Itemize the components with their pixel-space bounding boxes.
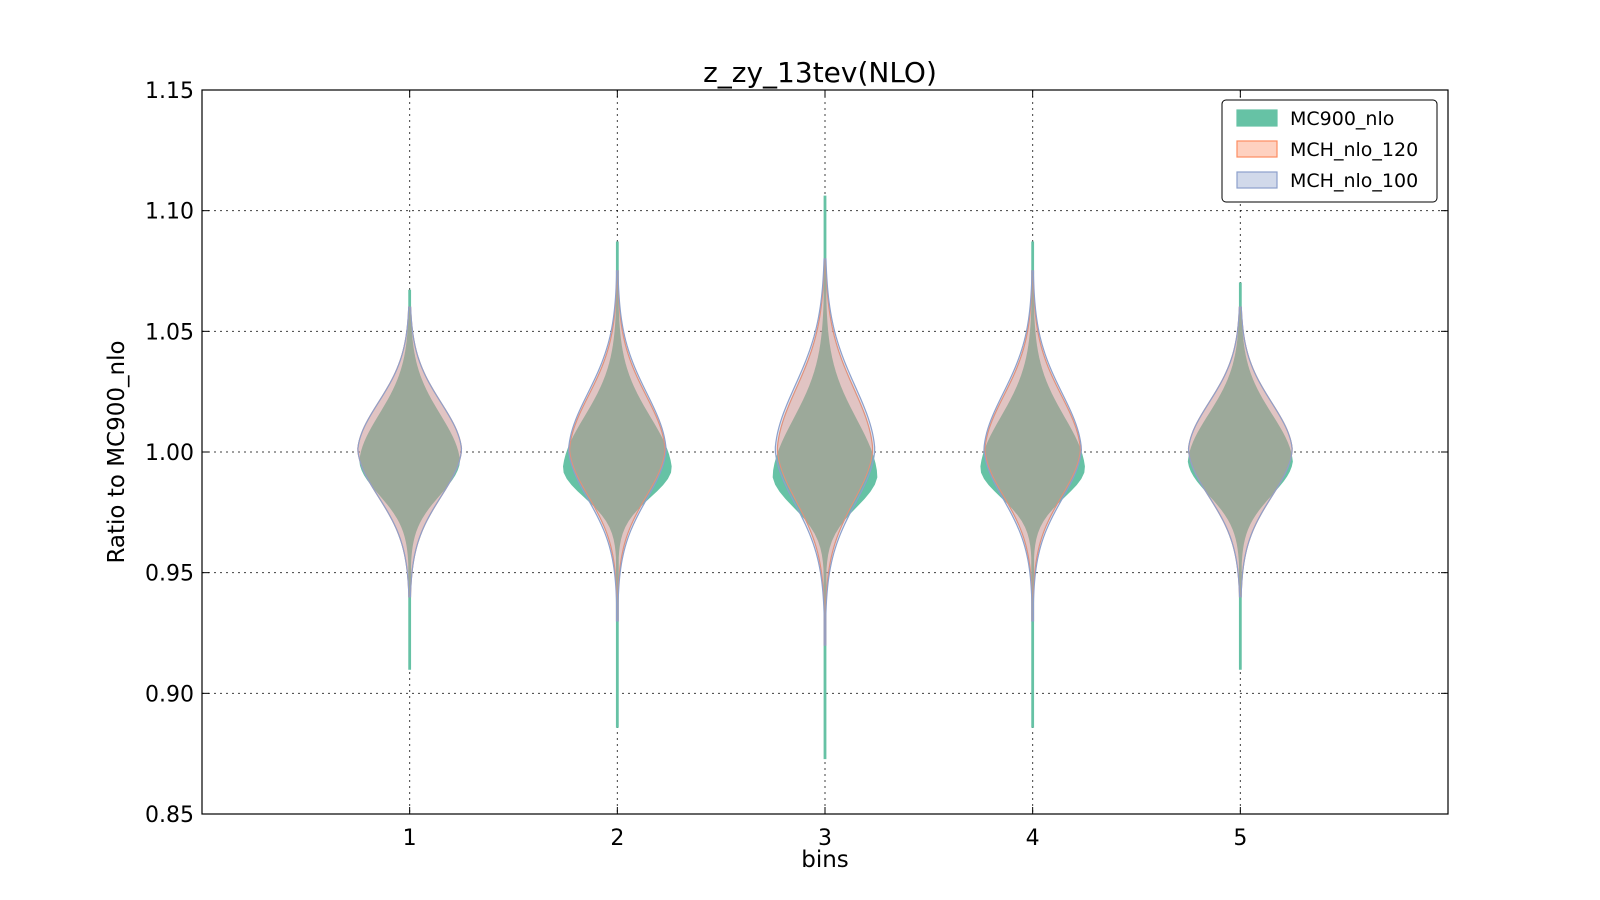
legend-swatch xyxy=(1236,109,1278,127)
violin-MC900_nlo-bin-4 xyxy=(980,241,1085,728)
y-tick-label: 0.85 xyxy=(145,803,194,828)
violin-MC900_nlo-bin-2 xyxy=(562,241,672,728)
violin-MCH_nlo_100-bin-1 xyxy=(357,306,463,598)
legend-label: MCH_nlo_100 xyxy=(1290,170,1418,192)
legend-swatch xyxy=(1236,140,1278,158)
y-tick-label: 1.00 xyxy=(145,441,194,466)
violin-MCH_nlo_100-bin-5 xyxy=(1187,306,1293,598)
y-axis-label: Ratio to MC900_nlo xyxy=(104,340,130,563)
x-axis-label: bins xyxy=(801,847,849,873)
x-tick-label: 1 xyxy=(403,826,417,851)
x-axis-ticks: 1 2 3 4 5 xyxy=(403,90,1247,851)
legend-label: MC900_nlo xyxy=(1290,108,1394,130)
x-tick-label: 5 xyxy=(1233,826,1247,851)
series-MC900_nlo xyxy=(359,195,1293,760)
violin-MC900_nlo-bin-1 xyxy=(359,289,461,670)
series-MCH_nlo_100 xyxy=(357,258,1293,646)
violin-MC900_nlo-bin-5 xyxy=(1187,282,1293,670)
y-tick-label: 1.15 xyxy=(145,79,194,104)
x-tick-label: 3 xyxy=(818,826,832,851)
violin-MC900_nlo-bin-3 xyxy=(772,195,878,760)
chart-title: z_zy_13tev(NLO) xyxy=(703,56,937,89)
violin-MCH_nlo_100-bin-3 xyxy=(774,258,876,646)
y-axis-ticks: 0.85 0.90 0.95 1.00 1.05 1.10 1.15 xyxy=(145,79,1448,828)
violin-MCH_nlo_100-bin-2 xyxy=(567,270,667,622)
violin-layer xyxy=(357,195,1293,760)
y-tick-label: 1.10 xyxy=(145,200,194,225)
x-tick-label: 4 xyxy=(1026,826,1040,851)
legend-label: MCH_nlo_120 xyxy=(1290,139,1418,161)
legend-swatch xyxy=(1236,171,1278,189)
y-tick-label: 0.95 xyxy=(145,562,194,587)
violin-MCH_nlo_100-bin-4 xyxy=(983,270,1083,622)
y-tick-label: 1.05 xyxy=(145,320,194,345)
y-tick-label: 0.90 xyxy=(145,682,194,707)
x-tick-label: 2 xyxy=(610,826,624,851)
legend: MC900_nlo MCH_nlo_120 MCH_nlo_100 xyxy=(1221,99,1438,203)
